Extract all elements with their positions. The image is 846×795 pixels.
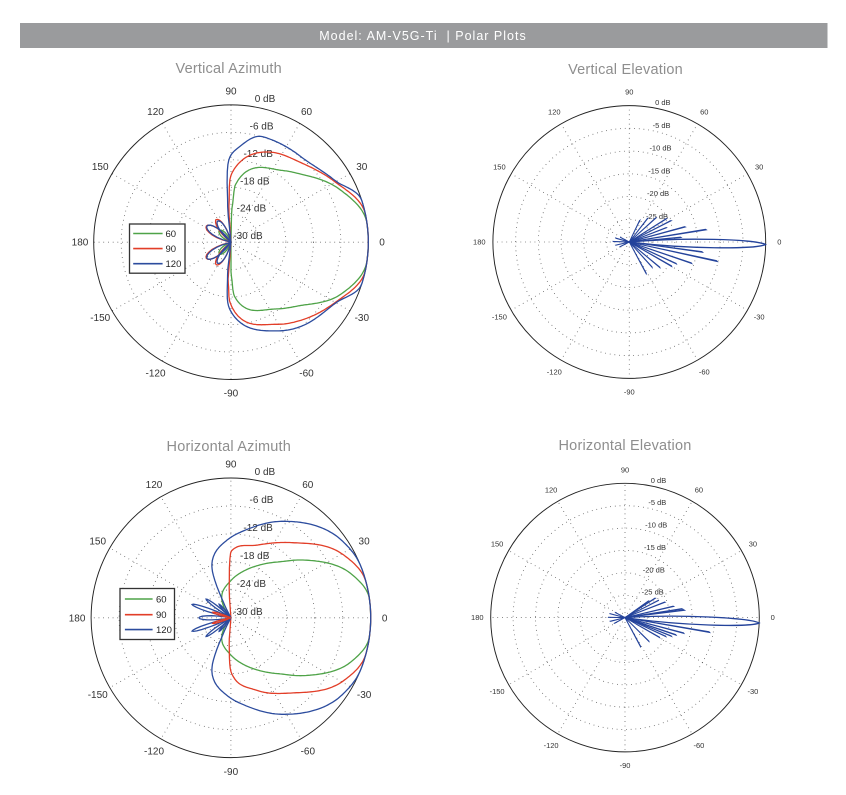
svg-text:180: 180 (471, 613, 484, 622)
svg-text:-120: -120 (145, 369, 165, 380)
svg-text:0 dB: 0 dB (651, 476, 666, 485)
svg-text:-6 dB: -6 dB (250, 121, 274, 132)
svg-text:-20 dB: -20 dB (647, 189, 669, 198)
svg-text:150: 150 (491, 539, 504, 548)
svg-text:Horizontal Elevation: Horizontal Elevation (559, 438, 692, 454)
svg-text:-90: -90 (224, 389, 239, 400)
svg-text:-30: -30 (747, 687, 758, 696)
svg-text:-90: -90 (224, 767, 239, 778)
svg-text:-12 dB: -12 dB (243, 149, 273, 160)
svg-text:-18 dB: -18 dB (240, 551, 270, 562)
svg-text:-90: -90 (624, 388, 635, 397)
svg-text:-5 dB: -5 dB (653, 121, 671, 130)
svg-text:-30: -30 (754, 313, 765, 322)
svg-text:-60: -60 (301, 747, 316, 758)
svg-text:120: 120 (156, 625, 172, 636)
svg-text:120: 120 (166, 259, 182, 270)
svg-text:60: 60 (166, 229, 177, 240)
svg-text:0: 0 (382, 613, 388, 624)
svg-text:120: 120 (147, 107, 164, 118)
svg-text:Model: AM-V5G-Ti | Polar Plot: Model: AM-V5G-Ti | Polar Plots (319, 29, 526, 43)
svg-text:-10 dB: -10 dB (645, 521, 667, 530)
svg-text:180: 180 (473, 238, 486, 247)
svg-text:150: 150 (89, 536, 106, 547)
svg-text:90: 90 (166, 244, 177, 255)
svg-text:-30: -30 (357, 690, 372, 701)
svg-text:120: 120 (545, 485, 558, 494)
svg-text:90: 90 (225, 87, 237, 98)
svg-text:-24 dB: -24 dB (237, 204, 267, 215)
svg-text:0: 0 (777, 238, 781, 247)
svg-text:-30 dB: -30 dB (233, 607, 263, 618)
svg-text:-60: -60 (693, 741, 704, 750)
svg-text:-120: -120 (544, 741, 559, 750)
svg-text:-20 dB: -20 dB (643, 565, 665, 574)
svg-text:-120: -120 (144, 747, 164, 758)
svg-text:-90: -90 (620, 761, 631, 770)
svg-text:0: 0 (379, 238, 385, 249)
svg-text:150: 150 (92, 162, 109, 173)
svg-text:-12 dB: -12 dB (243, 523, 273, 534)
svg-text:Vertical Azimuth: Vertical Azimuth (176, 61, 282, 77)
svg-text:30: 30 (749, 539, 757, 548)
svg-text:-60: -60 (699, 368, 710, 377)
svg-text:90: 90 (156, 610, 167, 621)
svg-text:-150: -150 (490, 687, 505, 696)
svg-text:-150: -150 (88, 690, 108, 701)
svg-text:60: 60 (301, 107, 313, 118)
svg-text:120: 120 (548, 108, 561, 117)
svg-text:-150: -150 (492, 313, 507, 322)
svg-text:60: 60 (156, 595, 167, 606)
svg-text:0: 0 (771, 613, 775, 622)
svg-text:30: 30 (356, 162, 368, 173)
svg-text:0 dB: 0 dB (655, 98, 670, 107)
svg-text:180: 180 (72, 238, 89, 249)
svg-text:-6 dB: -6 dB (250, 495, 274, 506)
svg-text:-18 dB: -18 dB (240, 176, 270, 187)
svg-text:-60: -60 (299, 369, 314, 380)
svg-text:60: 60 (302, 480, 314, 491)
svg-text:Vertical Elevation: Vertical Elevation (568, 62, 683, 78)
svg-text:-5 dB: -5 dB (648, 498, 666, 507)
svg-text:150: 150 (493, 163, 506, 172)
svg-text:-25 dB: -25 dB (646, 212, 668, 221)
svg-text:30: 30 (359, 536, 371, 547)
svg-text:-15 dB: -15 dB (644, 543, 666, 552)
svg-text:-30: -30 (355, 313, 370, 324)
svg-text:0 dB: 0 dB (255, 467, 276, 478)
svg-text:0 dB: 0 dB (255, 94, 276, 105)
svg-text:-25 dB: -25 dB (642, 588, 664, 597)
svg-text:90: 90 (225, 460, 237, 471)
svg-text:-120: -120 (547, 368, 562, 377)
svg-text:Horizontal Azimuth: Horizontal Azimuth (167, 439, 292, 455)
svg-text:180: 180 (69, 613, 86, 624)
svg-text:60: 60 (695, 485, 703, 494)
svg-text:90: 90 (625, 88, 633, 97)
svg-text:60: 60 (700, 108, 708, 117)
svg-text:-10 dB: -10 dB (649, 144, 671, 153)
svg-text:120: 120 (146, 480, 163, 491)
svg-text:-24 dB: -24 dB (237, 579, 267, 590)
svg-text:-15 dB: -15 dB (648, 166, 670, 175)
svg-text:90: 90 (621, 466, 629, 475)
svg-text:30: 30 (755, 163, 763, 172)
svg-text:-150: -150 (90, 313, 110, 324)
svg-text:-30 dB: -30 dB (233, 231, 263, 242)
